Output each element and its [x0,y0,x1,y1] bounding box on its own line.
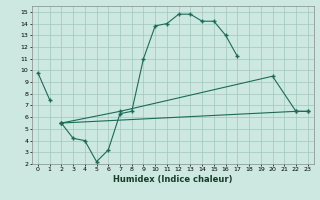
X-axis label: Humidex (Indice chaleur): Humidex (Indice chaleur) [113,175,233,184]
